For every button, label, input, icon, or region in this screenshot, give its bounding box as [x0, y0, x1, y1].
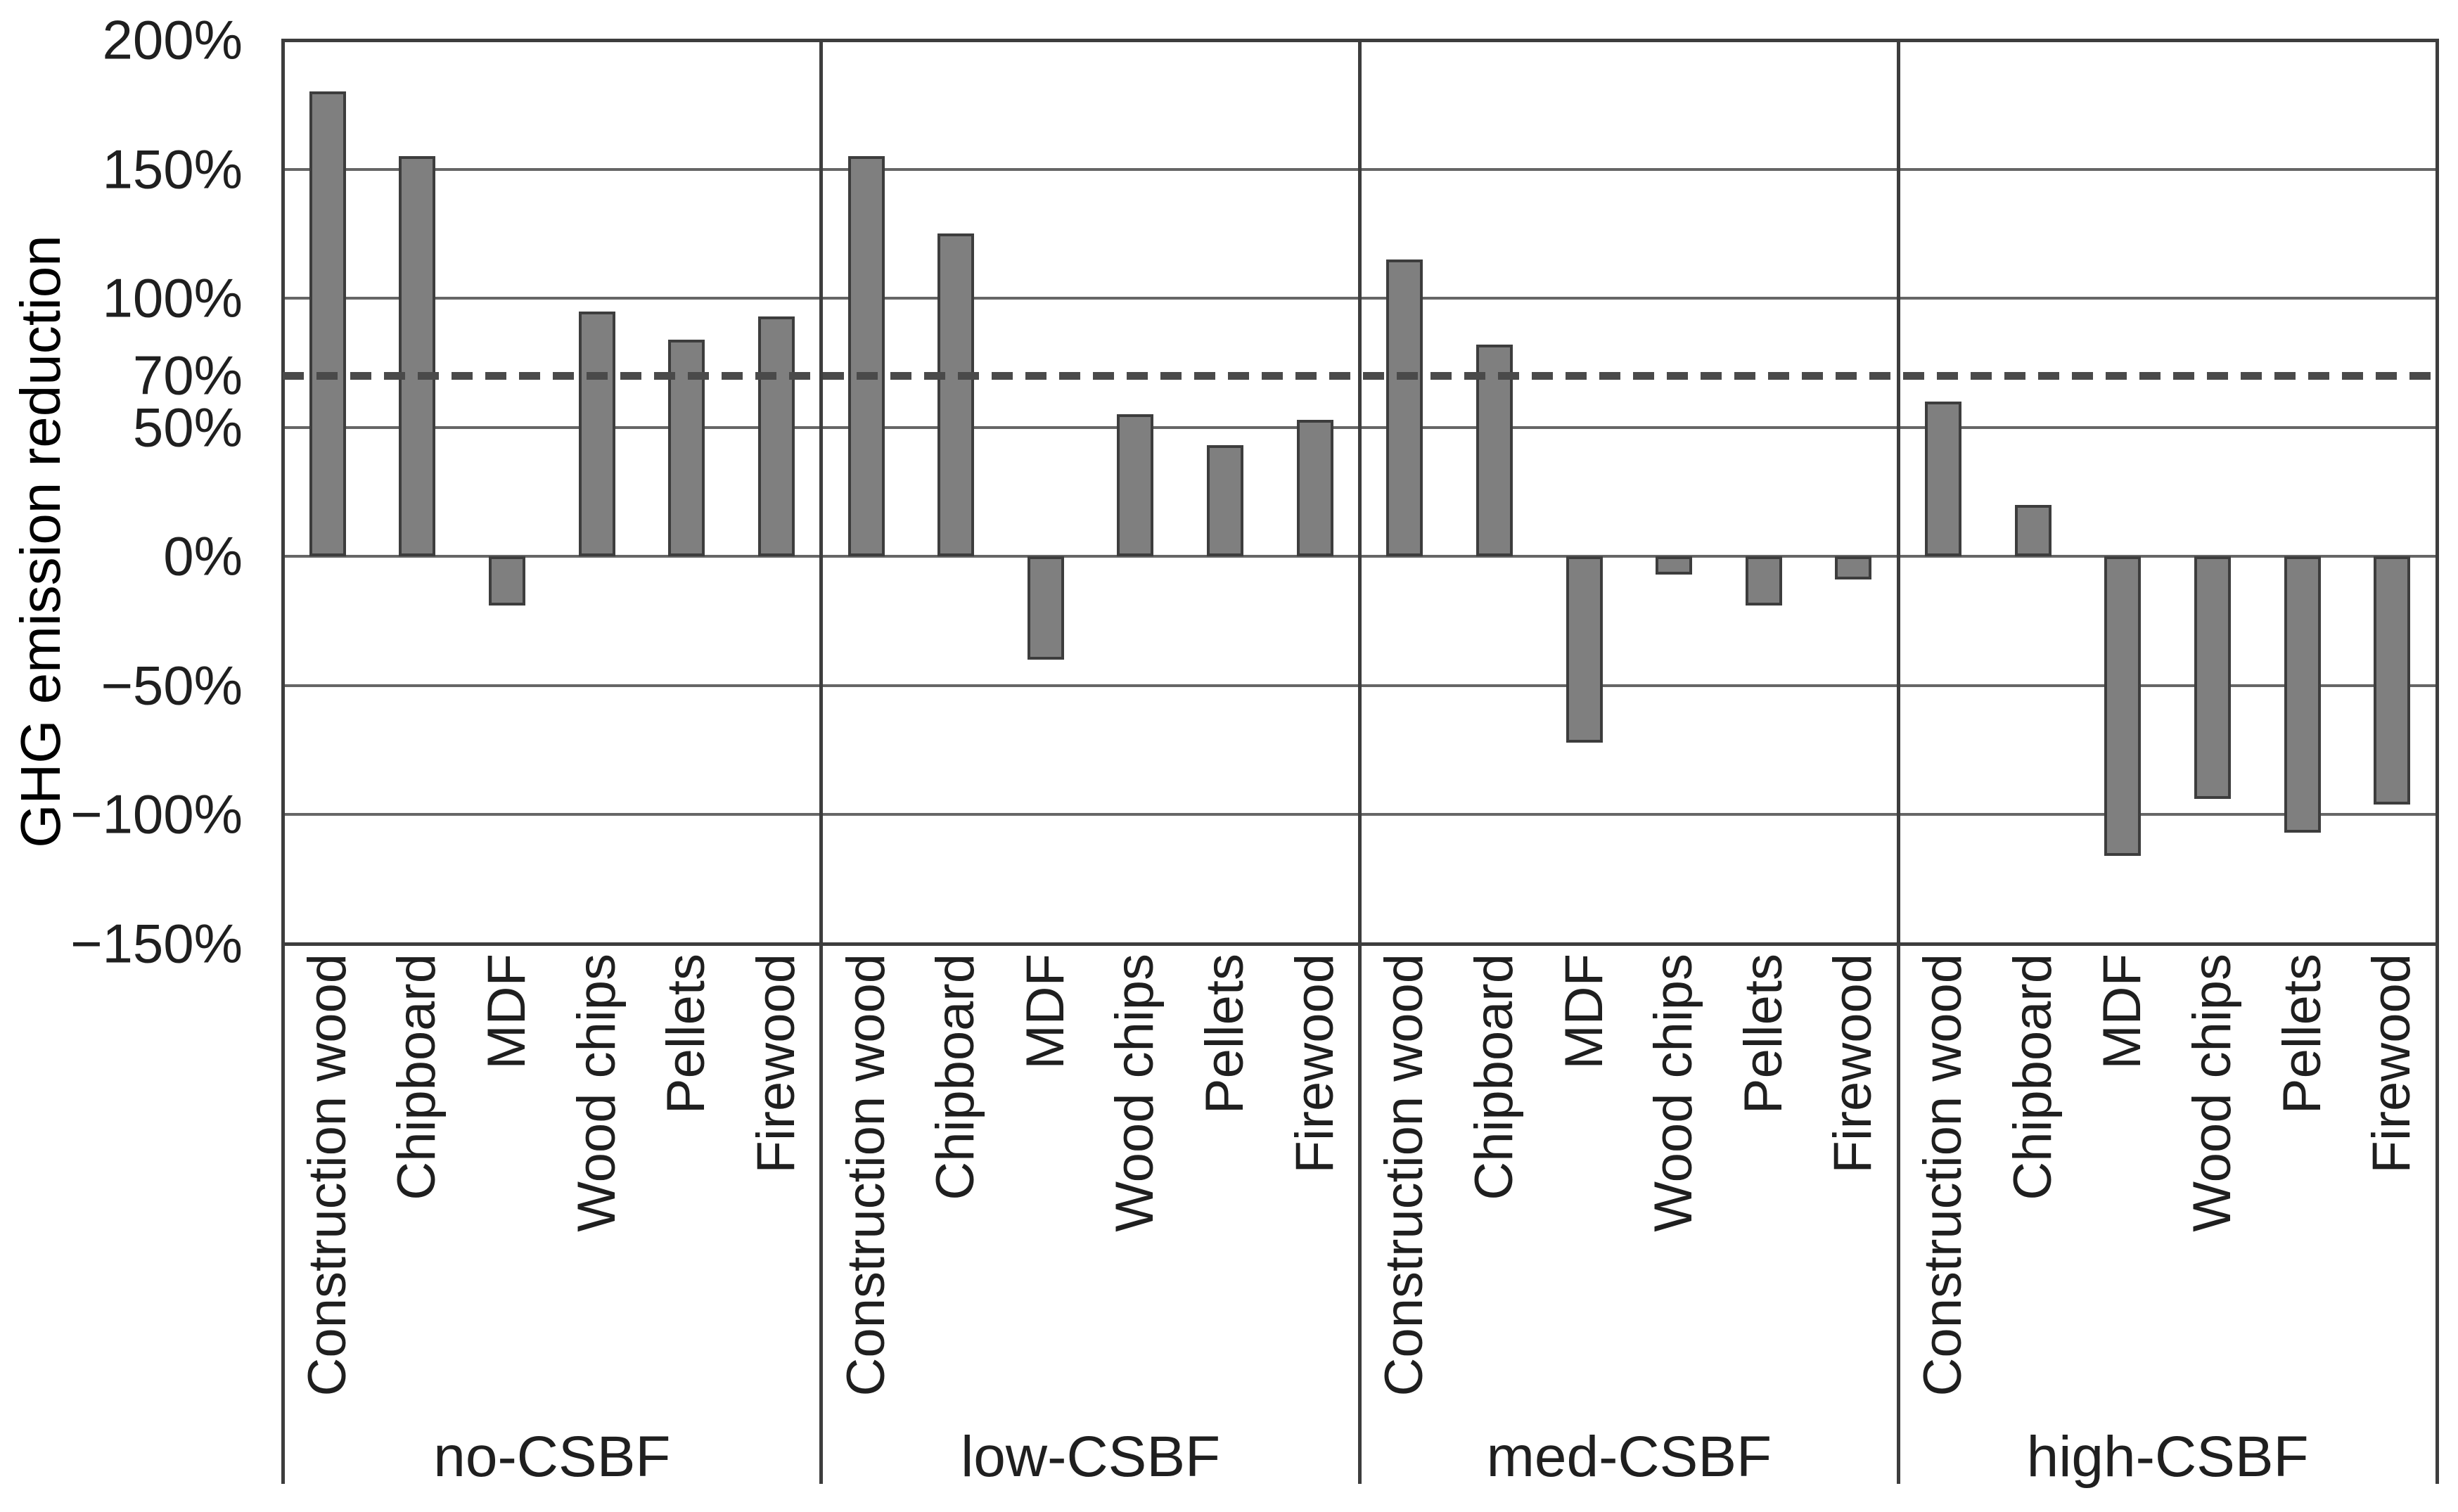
bar-low-CSBF-Pellets — [1207, 445, 1244, 557]
category-label-high-CSBF-Pellets: Pellets — [2272, 954, 2332, 1115]
bar-no-CSBF-Firewood — [757, 316, 795, 557]
group-label-med-CSBF: med-CSBF — [1486, 1425, 1772, 1489]
category-label-med-CSBF-Firewood: Firewood — [1823, 954, 1883, 1174]
bar-med-CSBF-Construction wood — [1386, 260, 1423, 557]
y-tick-label-100: 100% — [102, 267, 243, 329]
category-label-no-CSBF-Construction wood: Construction wood — [297, 954, 357, 1397]
bar-low-CSBF-Chipboard — [937, 233, 975, 557]
category-label-high-CSBF-Wood chips: Wood chips — [2182, 954, 2242, 1232]
category-label-no-CSBF-Wood chips: Wood chips — [566, 954, 627, 1232]
bar-no-CSBF-Construction wood — [309, 91, 346, 557]
category-label-low-CSBF-Construction wood: Construction wood — [836, 954, 896, 1397]
category-label-med-CSBF-Wood chips: Wood chips — [1644, 954, 1704, 1232]
category-label-no-CSBF-Chipboard: Chipboard — [387, 954, 447, 1200]
bar-high-CSBF-Pellets — [2284, 556, 2321, 833]
bar-low-CSBF-MDF — [1027, 556, 1064, 660]
y-tick-label-200: 200% — [102, 8, 243, 71]
y-tick-label-70: 70% — [132, 344, 243, 406]
category-label-high-CSBF-Construction wood: Construction wood — [1913, 954, 1973, 1397]
reference-line-70pct — [283, 371, 2437, 380]
bar-high-CSBF-MDF — [2104, 556, 2142, 857]
category-label-low-CSBF-MDF: MDF — [1015, 954, 1075, 1070]
panel-separator-1 — [819, 39, 824, 1484]
category-label-low-CSBF-Pellets: Pellets — [1195, 954, 1255, 1115]
bar-low-CSBF-Firewood — [1296, 419, 1333, 557]
y-axis-line — [281, 39, 285, 1484]
category-label-high-CSBF-Firewood: Firewood — [2362, 954, 2422, 1174]
panel-separator-3 — [1896, 39, 1900, 1484]
bar-med-CSBF-Firewood — [1835, 556, 1872, 580]
bar-high-CSBF-Firewood — [2374, 556, 2411, 805]
group-label-low-CSBF: low-CSBF — [961, 1425, 1221, 1489]
category-label-med-CSBF-MDF: MDF — [1554, 954, 1614, 1070]
category-label-no-CSBF-Pellets: Pellets — [656, 954, 717, 1115]
category-label-high-CSBF-Chipboard: Chipboard — [2002, 954, 2063, 1200]
y-tick-label-0: 0% — [163, 525, 243, 587]
category-label-no-CSBF-Firewood: Firewood — [745, 954, 806, 1174]
bar-med-CSBF-Pellets — [1745, 556, 1782, 606]
panel-separator-2 — [1358, 39, 1362, 1484]
y-tick-label--100: −100% — [70, 783, 243, 845]
bar-med-CSBF-MDF — [1566, 556, 1603, 743]
y-tick-label--50: −50% — [101, 654, 243, 717]
category-label-high-CSBF-MDF: MDF — [2092, 954, 2153, 1070]
bar-high-CSBF-Construction wood — [1925, 402, 1962, 557]
category-label-low-CSBF-Chipboard: Chipboard — [926, 954, 986, 1200]
y-tick-label--150: −150% — [70, 912, 243, 975]
bar-low-CSBF-Construction wood — [847, 156, 885, 557]
bar-high-CSBF-Wood chips — [2194, 556, 2231, 800]
group-label-high-CSBF: high-CSBF — [2026, 1425, 2309, 1489]
plot-right-border — [2435, 39, 2439, 1484]
category-label-no-CSBF-MDF: MDF — [477, 954, 537, 1070]
category-label-low-CSBF-Firewood: Firewood — [1284, 954, 1345, 1174]
bar-no-CSBF-MDF — [489, 556, 526, 606]
bar-med-CSBF-Wood chips — [1656, 556, 1693, 575]
category-label-low-CSBF-Wood chips: Wood chips — [1105, 954, 1165, 1232]
group-label-no-CSBF: no-CSBF — [433, 1425, 671, 1489]
category-label-med-CSBF-Construction wood: Construction wood — [1374, 954, 1435, 1397]
bar-no-CSBF-Chipboard — [399, 156, 436, 557]
bar-med-CSBF-Chipboard — [1476, 345, 1513, 557]
bar-low-CSBF-Wood chips — [1117, 414, 1154, 557]
y-tick-label-50: 50% — [132, 396, 243, 459]
category-label-med-CSBF-Pellets: Pellets — [1733, 954, 1793, 1115]
bar-no-CSBF-Wood chips — [578, 311, 615, 557]
y-tick-label-150: 150% — [102, 138, 243, 200]
category-label-med-CSBF-Chipboard: Chipboard — [1464, 954, 1524, 1200]
bar-high-CSBF-Chipboard — [2014, 504, 2051, 557]
